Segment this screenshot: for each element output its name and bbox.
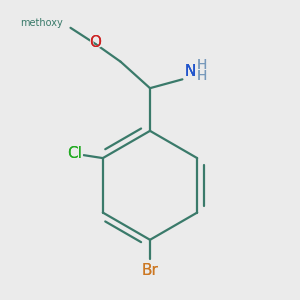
Text: Cl: Cl [68,146,82,161]
Text: H: H [197,58,207,72]
Text: Br: Br [142,262,158,278]
Text: Br: Br [139,261,161,279]
Text: O: O [89,35,101,50]
Text: N: N [184,64,195,80]
Text: N: N [182,63,197,81]
Text: H: H [195,68,209,85]
Text: H: H [195,56,209,74]
Text: N: N [184,64,195,80]
Text: methoxy: methoxy [20,18,63,28]
Text: H: H [197,69,207,83]
Text: Cl: Cl [65,145,85,163]
Text: N: N [182,63,197,81]
Text: Br: Br [142,262,158,278]
Text: O: O [88,34,103,52]
Text: O: O [89,35,101,50]
Text: H: H [197,69,207,83]
Text: Cl: Cl [68,146,82,161]
Text: N: N [184,64,195,80]
Text: H: H [197,58,207,72]
